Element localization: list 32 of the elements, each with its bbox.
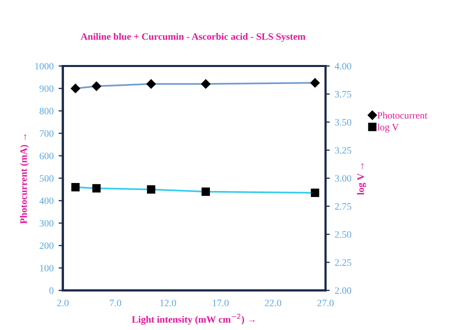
y2-tick-label: 2.00 bbox=[334, 287, 352, 294]
x-tick-label: 12.0 bbox=[160, 300, 176, 306]
y-tick-label: 1000 bbox=[35, 62, 54, 70]
y2-tick-label: 3.25 bbox=[335, 147, 352, 154]
y2-tick-label: 3.50 bbox=[335, 119, 352, 126]
y2-tick-label: 3.00 bbox=[335, 175, 352, 182]
x-tick-label: 2.0 bbox=[57, 300, 69, 306]
y-tick-label: 500 bbox=[40, 175, 54, 182]
y2-tick-label: 2.50 bbox=[334, 231, 352, 238]
y-tick-label: 700 bbox=[40, 130, 54, 137]
y2-tick-label: 3.75 bbox=[335, 90, 352, 98]
y2-tick-label: 2.75 bbox=[334, 203, 352, 210]
y-axis-title: Photocurrent (mA) → bbox=[20, 134, 29, 224]
y2-axis-title: log V → bbox=[357, 163, 366, 195]
y-tick-label: 900 bbox=[40, 85, 54, 92]
legend-label: Photocurrent bbox=[377, 112, 428, 119]
y2-tick-label: 2.25 bbox=[334, 259, 352, 266]
x-tick-label: 17.0 bbox=[212, 300, 229, 306]
x-tick-label: 27.0 bbox=[317, 300, 334, 306]
y-tick-label: 200 bbox=[40, 242, 54, 249]
x-tick-label: 7.0 bbox=[110, 300, 122, 306]
y2-tick-label: 4.00 bbox=[334, 62, 352, 70]
y-tick-label: 300 bbox=[40, 220, 54, 227]
y-tick-label: 100 bbox=[40, 264, 54, 272]
x-tick-label: 22.0 bbox=[264, 300, 282, 306]
x-axis-title: Light intensity (mW cm$^{−2}$) → bbox=[132, 314, 255, 325]
y-tick-label: 0 bbox=[49, 287, 54, 294]
y-tick-label: 400 bbox=[39, 198, 54, 204]
y-tick-label: 800 bbox=[40, 108, 54, 114]
legend-label: log V bbox=[377, 124, 399, 132]
y-tick-label: 600 bbox=[40, 152, 54, 160]
chart-title: Aniline blue + Curcumin - Ascorbic acid - SLS System bbox=[80, 33, 306, 42]
